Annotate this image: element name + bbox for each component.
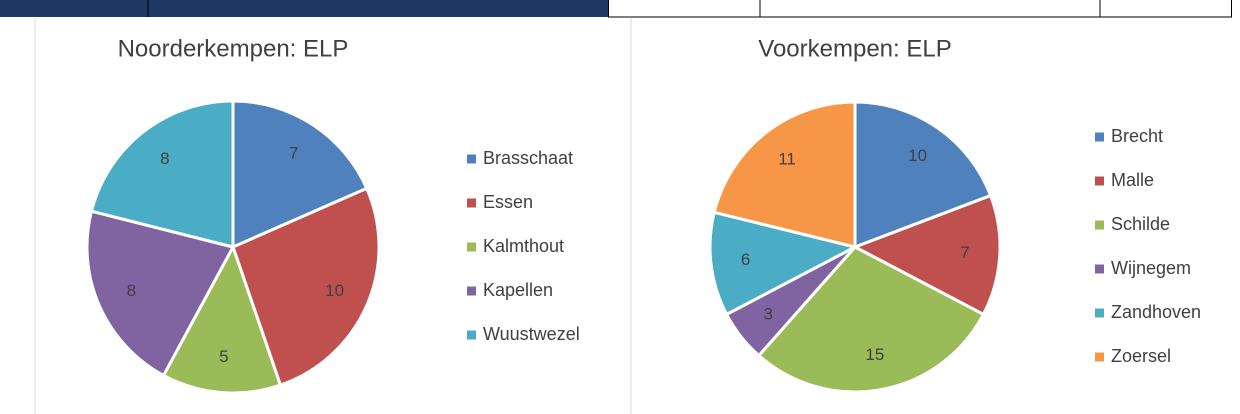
legend-label: Brecht: [1111, 126, 1163, 146]
legend-label: Kapellen: [483, 280, 553, 300]
pie-slice: [231, 186, 381, 387]
legend-marker: [1095, 220, 1104, 230]
data-label: 8: [160, 149, 169, 168]
legend-label: Schilde: [1111, 214, 1170, 234]
data-label: 15: [865, 345, 884, 364]
data-label: 10: [908, 146, 927, 165]
legend-label: Kalmthout: [483, 236, 564, 256]
pie-slice: [89, 99, 235, 249]
legend-marker: [1095, 352, 1104, 362]
pie-slice: [712, 100, 857, 249]
data-label: 11: [778, 150, 796, 169]
legend-marker: [467, 154, 476, 164]
legend-label: Wijnegem: [1111, 258, 1191, 278]
legend-marker: [467, 242, 476, 252]
legend-label: Zoersel: [1111, 346, 1171, 366]
table-header-strip: [0, 0, 1232, 18]
data-label: 7: [289, 144, 298, 163]
pie-slice: [708, 210, 860, 317]
pie-slice: [85, 209, 236, 378]
data-label: 3: [764, 304, 773, 323]
data-label: 8: [127, 281, 136, 300]
header-cell: [488, 0, 608, 17]
legend-label: Malle: [1111, 170, 1154, 190]
legend-marker: [467, 330, 476, 340]
legend-label: Zandhoven: [1111, 302, 1201, 322]
pie-slice: [161, 243, 283, 395]
pie-slice: [851, 193, 1002, 317]
data-label: 6: [741, 250, 750, 269]
legend-label: Essen: [483, 192, 533, 212]
data-label: 10: [325, 281, 344, 300]
legend-label: Brasschaat: [483, 148, 573, 168]
legend-marker: [1095, 132, 1104, 142]
legend-label: Wuustwezel: [483, 324, 580, 344]
legend-marker: [1095, 308, 1104, 318]
legend-marker: [467, 198, 476, 208]
legend-marker: [1095, 264, 1104, 274]
data-label: 5: [219, 347, 228, 366]
pie-slice: [853, 100, 993, 250]
header-cell: [0, 0, 488, 17]
legend-marker: [467, 286, 476, 296]
legend-marker: [1095, 176, 1104, 186]
table-cell: [608, 0, 1232, 18]
pie-slice: [231, 99, 369, 250]
chart-title: Noorderkempen: ELP: [118, 35, 349, 62]
data-label: 7: [960, 243, 969, 262]
pie-slice: [756, 245, 986, 394]
chart-title: Voorkempen: ELP: [758, 35, 951, 62]
